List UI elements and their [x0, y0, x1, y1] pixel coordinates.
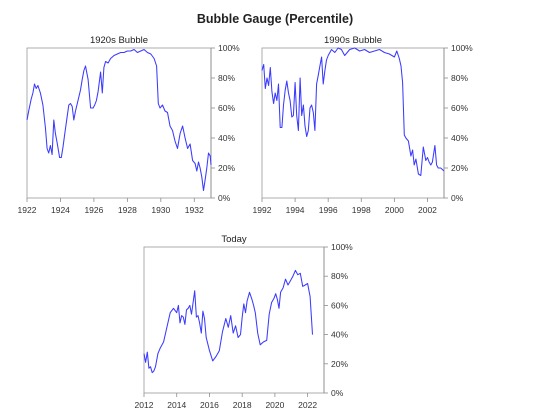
y-tick-label: 80% — [218, 73, 235, 83]
y-tick-label: 0% — [218, 193, 231, 203]
plot-area — [143, 246, 325, 394]
series-line — [26, 48, 212, 192]
y-tick-label: 40% — [451, 133, 468, 143]
y-tick-label: 100% — [218, 43, 240, 53]
panel-2: Today 0% 20% 40% 60% 80% 100% 2012 2014 2016 2018 2… — [135, 234, 354, 410]
chart-main-title: Bubble Gauge (Percentile) — [196, 12, 354, 26]
y-tick-label: 80% — [331, 271, 348, 281]
y-tick-label: 60% — [331, 300, 348, 310]
x-tick-label: 2016 — [200, 400, 219, 410]
x-tick-label: 2022 — [298, 400, 317, 410]
series-line — [261, 47, 445, 177]
y-tick-label: 0% — [451, 193, 464, 203]
x-tick-label: 1922 — [18, 205, 37, 215]
y-tick-label: 40% — [218, 133, 235, 143]
x-tick-label: 1930 — [151, 205, 170, 215]
x-tick-label: 2012 — [135, 400, 154, 410]
x-tick-label: 1996 — [319, 205, 338, 215]
panel-title: Today — [221, 234, 247, 245]
x-tick-label: 1998 — [352, 205, 371, 215]
y-tick-label: 0% — [331, 388, 344, 398]
panel-title: 1990s Bubble — [324, 35, 382, 46]
y-tick-label: 20% — [451, 163, 468, 173]
x-tick-label: 1924 — [51, 205, 70, 215]
y-tick-label: 20% — [218, 163, 235, 173]
x-tick-label: 2014 — [167, 400, 186, 410]
x-tick-label: 1994 — [286, 205, 305, 215]
panel-0: 1920s Bubble 0% 20% 40% 60% 80% 100% 1922 1924 19… — [18, 35, 241, 215]
y-tick-label: 60% — [218, 103, 235, 113]
x-tick-label: 2020 — [265, 400, 284, 410]
x-tick-label: 1992 — [253, 205, 272, 215]
plot-area — [261, 47, 445, 199]
series-line — [143, 269, 314, 374]
y-tick-label: 60% — [451, 103, 468, 113]
panel-title: 1920s Bubble — [90, 35, 148, 46]
x-tick-label: 2018 — [233, 400, 252, 410]
panel-1: 1990s Bubble 0% 20% 40% 60% 80% 100% 1992 1994 19… — [253, 35, 474, 215]
y-tick-label: 20% — [331, 359, 348, 369]
x-tick-label: 2002 — [418, 205, 437, 215]
y-tick-label: 80% — [451, 73, 468, 83]
x-tick-label: 1932 — [185, 205, 204, 215]
x-tick-label: 1926 — [84, 205, 103, 215]
y-tick-label: 100% — [331, 242, 353, 252]
x-tick-label: 2000 — [385, 205, 404, 215]
y-tick-label: 100% — [451, 43, 473, 53]
y-tick-label: 40% — [331, 330, 348, 340]
x-tick-label: 1928 — [118, 205, 137, 215]
